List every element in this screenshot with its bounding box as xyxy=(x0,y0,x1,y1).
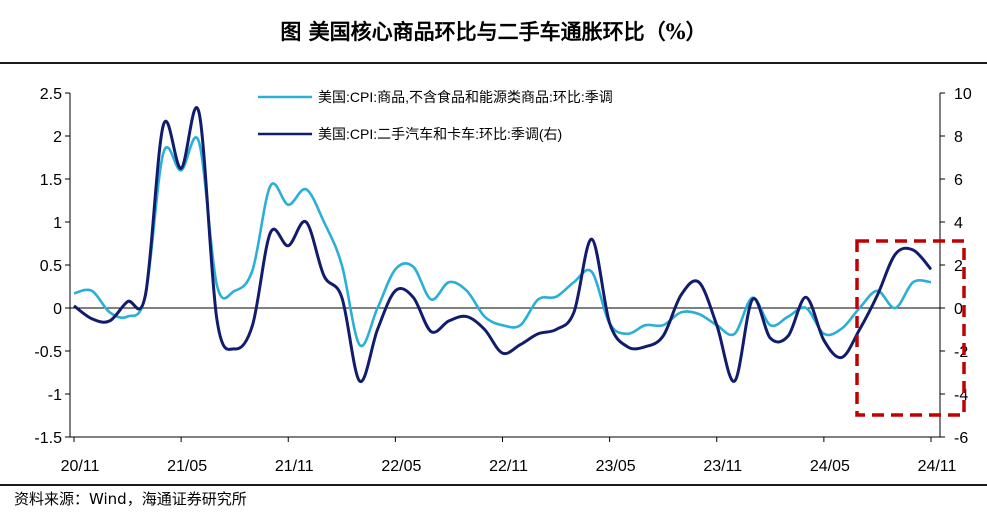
x-tick-label: 23/11 xyxy=(703,458,742,475)
right-tick-label: 0 xyxy=(954,301,963,318)
left-tick-label: 1.5 xyxy=(40,172,62,189)
left-y-axis: 2.5 2 1.5 1 0.5 0 -0.5 -1 -1.5 xyxy=(34,86,70,447)
right-tick-label: -4 xyxy=(954,387,968,404)
x-tick-label: 23/05 xyxy=(596,458,636,475)
left-tick-label: 1 xyxy=(53,215,62,232)
right-tick-label: 2 xyxy=(954,258,963,275)
right-tick-label: 6 xyxy=(954,172,963,189)
line-chart: 2.5 2 1.5 1 0.5 0 -0.5 -1 -1.5 10 8 6 4 2 0 -2 -4 -6 20/… xyxy=(34,86,972,475)
legend: 美国:CPI:商品,不含食品和能源类商品:环比:季调 美国:CPI:二手汽车和卡… xyxy=(258,89,613,142)
left-tick-label: 0 xyxy=(53,301,62,318)
left-tick-label: -1 xyxy=(48,387,62,404)
left-tick-label: -0.5 xyxy=(34,344,62,361)
source-note: 资料来源：Wind，海通证券研究所 xyxy=(14,490,247,508)
page-title: 图 美国核心商品环比与二手车通胀环比（%） xyxy=(280,19,707,44)
right-tick-label: 4 xyxy=(954,215,963,232)
legend-label-goods: 美国:CPI:商品,不含食品和能源类商品:环比:季调 xyxy=(318,89,613,105)
legend-label-used-cars: 美国:CPI:二手汽车和卡车:环比:季调(右) xyxy=(318,126,562,142)
title-divider xyxy=(0,62,987,64)
series-layer xyxy=(73,106,933,383)
left-tick-label: 2 xyxy=(53,129,62,146)
series-line-used-cars xyxy=(73,106,933,383)
left-tick-label: 2.5 xyxy=(40,86,62,103)
x-tick-label: 20/11 xyxy=(61,458,100,475)
right-tick-label: -6 xyxy=(954,430,968,447)
right-y-axis: 10 8 6 4 2 0 -2 -4 -6 xyxy=(940,86,972,447)
footer-divider xyxy=(0,484,987,486)
x-tick-label: 22/05 xyxy=(381,458,421,475)
right-tick-label: 10 xyxy=(954,86,972,103)
x-tick-label: 21/11 xyxy=(275,458,314,475)
right-tick-label: -2 xyxy=(954,344,968,361)
highlight-box xyxy=(855,239,966,417)
x-tick-label: 24/05 xyxy=(810,458,850,475)
x-tick-label: 22/11 xyxy=(489,458,528,475)
series-line-core-goods xyxy=(73,136,932,348)
right-tick-label: 8 xyxy=(954,129,963,146)
x-tick-label: 21/05 xyxy=(167,458,207,475)
x-axis: 20/11 21/05 21/11 22/05 22/11 23/05 23/11 24/05… xyxy=(61,437,957,475)
x-tick-label: 24/11 xyxy=(918,458,957,475)
left-tick-label: 0.5 xyxy=(40,258,62,275)
left-tick-label: -1.5 xyxy=(34,430,62,447)
